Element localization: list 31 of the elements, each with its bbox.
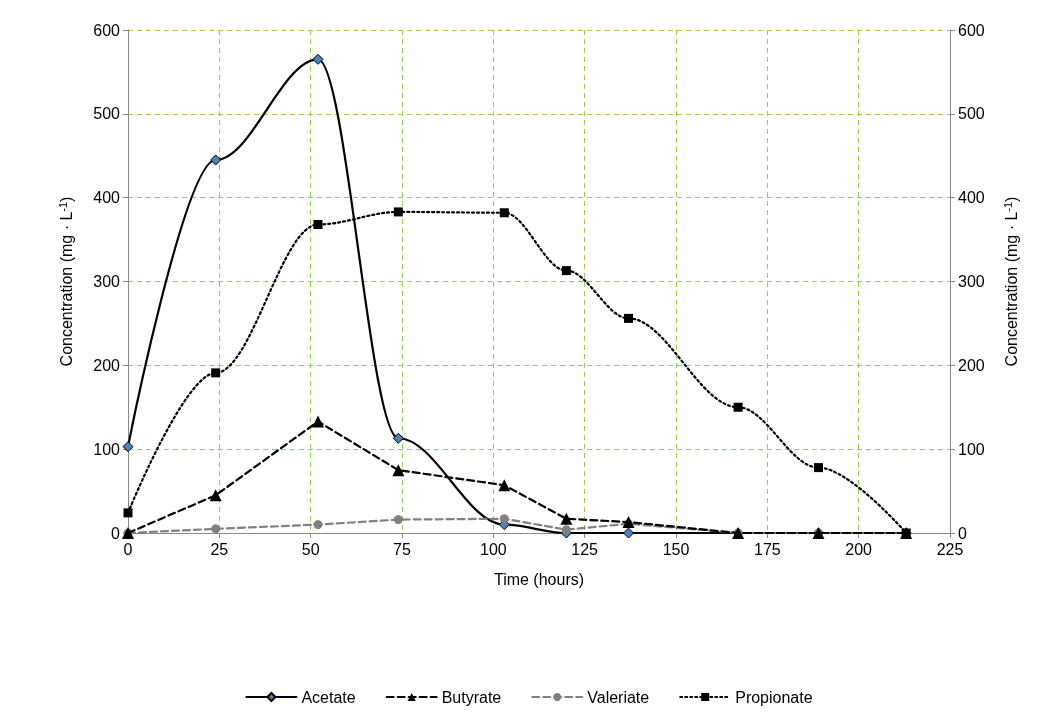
y2-tick-label: 300	[958, 273, 985, 290]
legend-label: Valeriate	[587, 688, 650, 706]
y2-tick-label: 600	[958, 21, 985, 39]
y-tick-label: 400	[93, 189, 121, 207]
y2-tick-label: 0	[958, 524, 967, 542]
legend-label: Propionate	[735, 688, 813, 706]
x-tick-label: 75	[393, 540, 411, 558]
legend-label: Acetate	[301, 688, 356, 706]
y-tick-label: 0	[111, 524, 121, 542]
y-tick-label: 100	[93, 440, 121, 458]
x-tick-label: 125	[571, 540, 599, 558]
y2-tick-label: 200	[958, 356, 985, 374]
x-tick-label: 100	[479, 540, 507, 558]
y-tick-label: 200	[93, 356, 121, 374]
x-tick-label: 175	[753, 540, 781, 558]
x-tick-label: 50	[301, 540, 320, 558]
legend-label: Butyrate	[441, 688, 502, 706]
y-tick-label: 500	[93, 105, 121, 123]
y-axis-title: Concentration (mg · L-1)	[56, 196, 75, 367]
x-tick-label: 225	[936, 540, 964, 558]
y2-tick-label: 400	[958, 189, 985, 207]
y2-tick-label: 100	[958, 440, 985, 458]
y-tick-label: 300	[93, 273, 121, 290]
x-axis-title: Time (hours)	[493, 570, 585, 588]
x-tick-label: 0	[123, 540, 133, 558]
x-tick-label: 150	[662, 540, 690, 558]
y-tick-label: 600	[93, 21, 121, 39]
y2-tick-label: 500	[958, 105, 985, 123]
x-tick-label: 25	[210, 540, 229, 558]
y2-axis-title: Concentration (mg · L-1)	[1001, 196, 1020, 367]
x-tick-label: 200	[845, 540, 873, 558]
